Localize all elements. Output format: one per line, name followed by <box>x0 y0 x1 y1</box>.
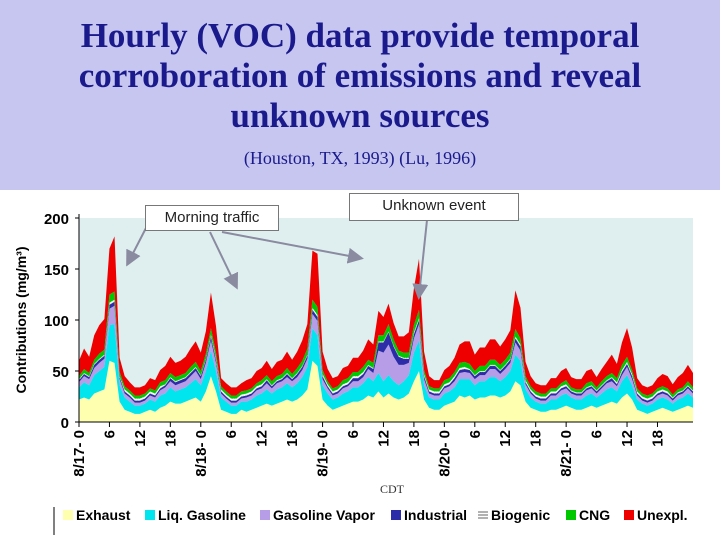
y-axis-label: Contributions (mg/m³) <box>13 247 29 394</box>
x-tick-label: 12 <box>497 430 514 447</box>
callout-morning-traffic: Morning traffic <box>145 205 279 231</box>
title-banner <box>0 0 720 190</box>
title-line-2: corroboration of emissions and reveal <box>78 56 642 95</box>
title-line-3: unknown sources <box>230 96 490 135</box>
legend-label-exhaust: Exhaust <box>76 507 131 523</box>
x-tick-label: 8/18- 0 <box>193 430 210 477</box>
y-tick-label: 150 <box>44 262 69 279</box>
arrow-unknown-event <box>412 219 429 300</box>
series-area-unexpl <box>79 236 693 396</box>
x-tick-label: 18 <box>528 430 545 447</box>
x-tick-label: 6 <box>467 430 484 438</box>
x-tick-label: 6 <box>223 430 240 438</box>
x-tick-label: 6 <box>345 430 362 438</box>
x-tick-label: 8/20- 0 <box>436 430 453 477</box>
y-tick-label: 100 <box>44 313 69 330</box>
legend-swatch-biogenic <box>478 510 488 520</box>
arrow-morning-2 <box>209 231 239 290</box>
title-line-1: Hourly (VOC) data provide temporal <box>80 16 640 55</box>
x-tick-label: 18 <box>649 430 666 447</box>
y-tick-label: 200 <box>44 211 69 228</box>
legend-swatch-gasoline-vapor <box>260 510 270 520</box>
legend-label-unexpl: Unexpl. <box>637 507 688 523</box>
x-tick-label: 8/17- 0 <box>71 430 88 477</box>
x-tick-label: 12 <box>375 430 392 447</box>
arrow-morning-3 <box>221 231 364 264</box>
legend-label-gasoline-vapor: Gasoline Vapor <box>273 507 375 523</box>
x-tick-label: 12 <box>619 430 636 447</box>
legend-swatch-exhaust <box>63 510 73 520</box>
legend-swatch-unexpl <box>624 510 634 520</box>
legend-swatch-industrial <box>391 510 401 520</box>
arrow-morning-1 <box>126 227 147 267</box>
series-area-gasoline-vapor <box>79 305 693 406</box>
x-tick-label: 18 <box>406 430 423 447</box>
x-tick-label: 12 <box>254 430 271 447</box>
x-tick-label: 18 <box>284 430 301 447</box>
x-tick-label: 18 <box>162 430 179 447</box>
x-tick-label: 12 <box>132 430 149 447</box>
slide-title: Hourly (VOC) data provide temporal corro… <box>0 16 720 136</box>
legend-label-liq-gasoline: Liq. Gasoline <box>158 507 246 523</box>
y-tick-label: 0 <box>61 415 69 432</box>
series-area-biogenic <box>78 299 694 401</box>
y-tick-label: 50 <box>52 364 69 381</box>
legend-swatch-cng <box>566 510 576 520</box>
x-tick-label: 6 <box>589 430 606 438</box>
slide-subtitle: (Houston, TX, 1993) (Lu, 1996) <box>243 148 477 168</box>
legend-label-biogenic: Biogenic <box>491 507 550 523</box>
series-area-exhaust <box>79 360 693 422</box>
callout-unknown-event: Unknown event <box>349 193 519 221</box>
x-tick-label: 8/21- 0 <box>558 430 575 477</box>
legend-label-industrial: Industrial <box>404 507 467 523</box>
legend-label-cng: CNG <box>579 507 610 523</box>
x-tick-label: 6 <box>101 430 118 438</box>
x-tick-label: 8/19- 0 <box>315 430 332 477</box>
x-axis-label: CDT <box>380 482 405 496</box>
legend-swatch-liq-gasoline <box>145 510 155 520</box>
